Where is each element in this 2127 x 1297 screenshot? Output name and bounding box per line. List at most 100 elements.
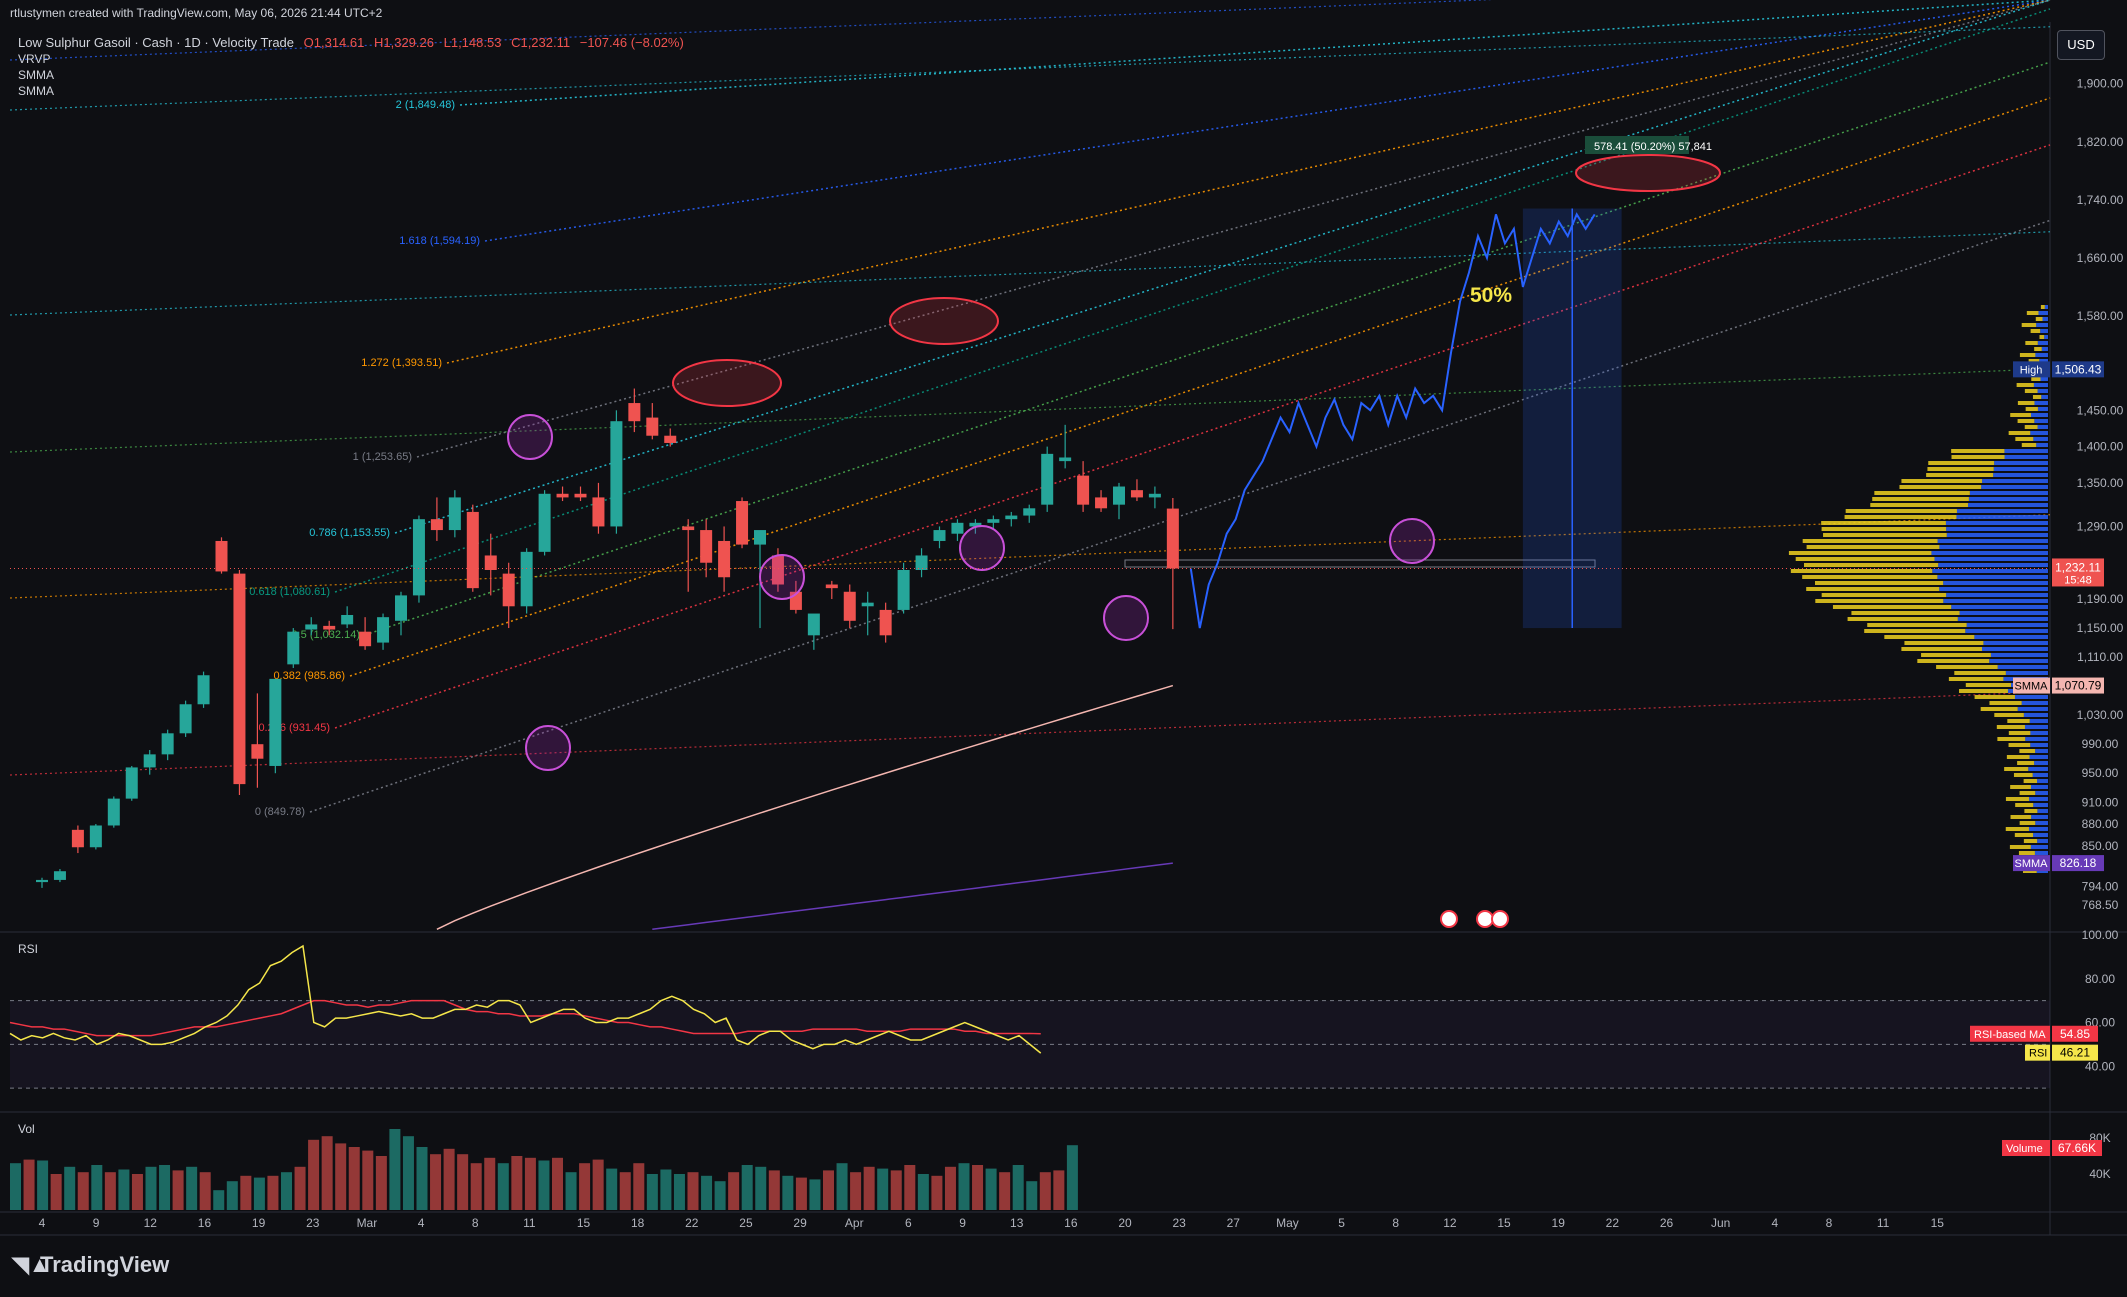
projection-path [1189,212,1596,629]
indicator-smma-1[interactable]: SMMA [18,68,54,82]
volume-bar [552,1157,563,1210]
candle-body [341,614,354,625]
volume-profile-bar-up [1946,527,2048,531]
candle-body [251,744,264,759]
time-axis-label: 9 [959,1216,966,1230]
fib-line-0.236 [334,144,2051,729]
volume-bar [1026,1181,1038,1210]
author-line: rtlustymen created with TradingView.com,… [10,6,383,20]
volume-bar [240,1175,252,1210]
tradingview-logo[interactable]: ◥▲TradingView [12,1252,169,1278]
volume-profile-bar-down [2014,833,2034,837]
indicator-vrvp[interactable]: VRVP [18,52,51,66]
volume-profile-bar-up [1968,497,2048,501]
volume-profile-bar-down [1823,533,1947,537]
volume-profile-bar-up [2034,761,2048,765]
fib-extension-line [9,26,2051,111]
volume-profile-bar-up [2025,737,2048,741]
indicator-smma-2[interactable]: SMMA [18,84,54,98]
volume-profile-bar-up [1931,551,2048,555]
volume-bar [1012,1165,1024,1210]
volume-profile-bar-down [2019,749,2036,753]
volume-profile-bar-up [2044,305,2048,309]
price-tick-label: 990.00 [2082,737,2119,751]
volume-profile-bar-up [2041,347,2048,351]
volume-profile-bar-down [1872,497,1969,501]
fib-label-0.5: 0.5 (1,032.14) [292,629,361,641]
time-axis-label: 4 [418,1216,425,1230]
fib-label-0.236: 0.236 (931.45) [258,722,330,734]
volume-profile-bar-down [2015,803,2034,807]
volume-profile-bar-up [1989,659,2048,663]
volume-profile-bar-down [1802,539,1938,543]
volume-profile-bar-up [1981,485,2048,489]
volume-profile-bar-down [2034,347,2042,351]
volume-profile-bar-down [2026,311,2039,315]
volume-bar [646,1174,658,1210]
volume-profile-bar-down [2024,425,2038,429]
volume-profile-bar-up [2037,407,2048,411]
volume-profile-bar-up [2035,821,2048,825]
volume-profile-bar-up [2041,395,2048,399]
time-axis-label: 18 [631,1216,645,1230]
volume-bar [226,1181,238,1210]
volume-profile-bar-up [2023,713,2048,717]
price-tick-label: 1,190.00 [2077,592,2124,606]
fib-extension-line [9,368,2051,453]
volume-profile-bar-up [2037,389,2048,393]
marker-circle [759,554,805,600]
time-axis-label: 19 [1552,1216,1566,1230]
candle-body [395,595,407,621]
volume-profile-bar-down [1951,449,2005,453]
time-axis-label: 8 [472,1216,479,1230]
volume-profile-bar-up [2030,431,2048,435]
volume-bar [836,1163,848,1210]
time-axis-label: 16 [1064,1216,1078,1230]
volume-bar [50,1174,62,1210]
volume-profile-bar-up [2034,419,2048,423]
volume-profile-bar-up [2033,383,2048,387]
time-axis-label: Apr [845,1216,864,1230]
candle-body [269,678,282,766]
volume-profile-bar-up [2030,743,2048,747]
volume-profile-bar-down [2035,317,2043,321]
candle-body [556,493,569,498]
volume-badge-label: Volume [2006,1143,2043,1155]
time-axis-label: May [1276,1216,1299,1230]
measure-label: 578.41 (50.20%) 57,841 [1594,141,1712,153]
candle-body [323,625,336,630]
volume-profile-bar-up [1956,515,2048,519]
candle-body [628,403,641,422]
volume-profile-bar-up [1934,557,2048,561]
volume-profile-bar-down [1926,473,1994,477]
volume-bar [660,1169,672,1210]
volume-profile-bar-up [2042,317,2048,321]
rsi-badge-label: RSI [2029,1048,2047,1060]
volume-profile-bar-up [2039,359,2048,363]
rsi-ma-badge [1970,1025,2050,1042]
volume-bar [809,1179,821,1210]
volume-bar [253,1177,265,1210]
volume-profile-bar-up [2035,353,2048,357]
volume-profile-bar-up [1993,473,2048,477]
price-tick-label: 1,740.00 [2077,193,2124,207]
volume-profile-bar-down [2004,767,2029,771]
candle-body [843,591,856,621]
volume-profile-bar-down [2023,779,2038,783]
rsi-value: 46.21 [2060,1046,2090,1060]
currency-button[interactable]: USD [2057,30,2105,60]
volume-profile-bar-down [1904,641,1984,645]
volume-profile-bar-down [1867,623,1967,627]
time-axis-label: 25 [739,1216,753,1230]
volume-profile-bar-up [1968,503,2048,507]
time-axis-label: 4 [39,1216,46,1230]
fib-extension-line [9,514,2051,599]
volume-profile-bar-down [2025,341,2038,345]
volume-profile-bar-down [2005,797,2030,801]
volume-profile-bar-up [1943,599,2048,603]
volume-bar [308,1139,320,1210]
symbol-title[interactable]: Low Sulphur Gasoil · Cash · 1D · Velocit… [18,35,295,50]
volume-profile-bar-up [2040,377,2048,381]
time-axis-label: 12 [144,1216,158,1230]
